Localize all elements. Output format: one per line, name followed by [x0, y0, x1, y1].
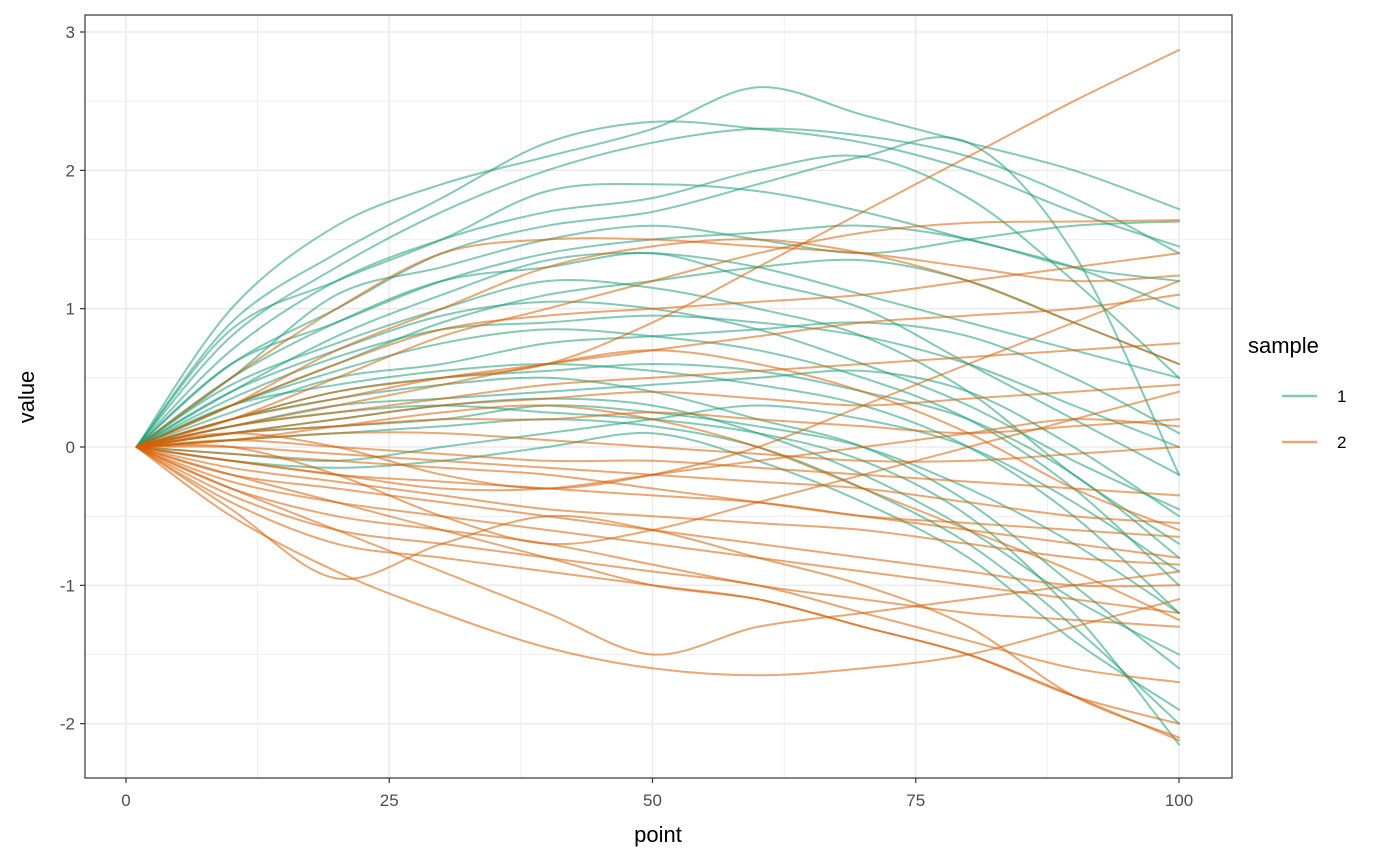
series-2-line	[135, 219, 1180, 448]
series-2-line	[135, 446, 1180, 538]
series-2-line	[135, 446, 1180, 684]
legend: sample 1 2	[1248, 333, 1346, 452]
x-axis-title: point	[634, 822, 682, 847]
series-2-line	[135, 252, 1180, 448]
major-gridlines	[85, 15, 1232, 778]
series-2-line	[135, 446, 1180, 656]
series-2-line	[135, 446, 1180, 614]
x-tick-label: 50	[643, 791, 662, 810]
y-axis-ticks: -2 -1 0 1 2 3	[60, 23, 85, 734]
series-2-line	[135, 238, 1180, 448]
series-2-line	[135, 383, 1180, 448]
x-tick-label: 100	[1165, 791, 1193, 810]
series-1-line	[135, 120, 1180, 448]
series-1-line	[135, 321, 1180, 448]
series-2-line	[135, 446, 1180, 628]
series-1-line	[135, 252, 1180, 476]
series-2-line	[135, 418, 1180, 492]
plot-panel-border	[84, 14, 1233, 779]
series-lines	[135, 49, 1180, 746]
y-tick-label: 0	[66, 438, 75, 457]
x-tick-label: 25	[380, 791, 399, 810]
legend-label-2: 2	[1337, 433, 1346, 452]
y-tick-label: 1	[66, 300, 75, 319]
series-1-line	[135, 127, 1180, 448]
x-tick-label: 0	[121, 791, 130, 810]
series-2-line	[135, 404, 1180, 621]
series-1-line	[135, 154, 1180, 448]
series-2-line	[135, 390, 1180, 546]
y-axis-title: value	[14, 371, 39, 424]
series-2-line	[135, 237, 1180, 448]
series-2-line	[135, 446, 1180, 566]
series-2-line	[135, 446, 1180, 742]
series-1-line	[135, 314, 1180, 448]
series-2-line	[135, 342, 1180, 448]
series-1-line	[135, 136, 1180, 476]
legend-title: sample	[1248, 333, 1319, 358]
series-2-line	[135, 411, 1180, 448]
legend-label-1: 1	[1337, 387, 1346, 406]
x-axis-ticks: 0 25 50 75 100	[121, 778, 1193, 810]
series-2-line	[135, 431, 1180, 463]
y-tick-label: 2	[66, 161, 75, 180]
series-2-line	[135, 49, 1180, 448]
series-1-line	[135, 278, 1180, 545]
y-tick-label: 3	[66, 23, 75, 42]
series-2-line	[135, 439, 1180, 497]
x-tick-label: 75	[906, 791, 925, 810]
y-tick-label: -1	[60, 576, 75, 595]
y-tick-label: -2	[60, 715, 75, 734]
series-1-line	[135, 86, 1180, 448]
series-1-line	[135, 220, 1180, 448]
series-2-line	[135, 349, 1180, 531]
